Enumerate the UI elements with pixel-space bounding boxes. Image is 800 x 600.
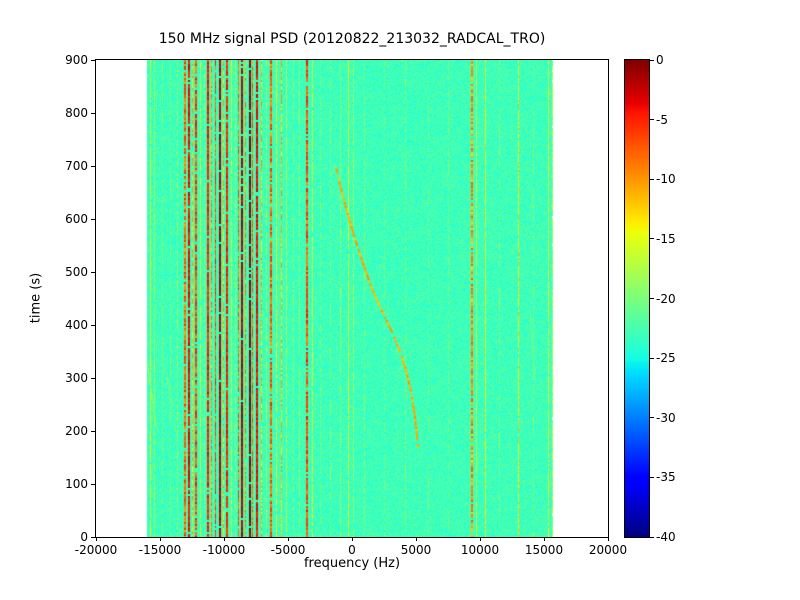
y-axis-label: time (s) — [28, 272, 44, 324]
x-tick-mark — [223, 537, 225, 541]
y-tick-label: 900 — [65, 53, 88, 67]
x-tick-mark — [415, 537, 417, 541]
y-tick-mark — [91, 536, 95, 538]
colorbar-tick-mark — [650, 119, 654, 121]
colorbar-tick-mark — [650, 357, 654, 359]
colorbar-tick-label: -40 — [656, 530, 676, 544]
colorbar-tick-mark — [650, 238, 654, 240]
colorbar-tick-label: -10 — [656, 172, 676, 187]
x-tick-label: 20000 — [588, 543, 628, 557]
y-tick-label: 0 — [80, 530, 88, 544]
y-tick-label: 300 — [65, 371, 88, 385]
plot-title: 150 MHz signal PSD (20120822_213032_RADC… — [158, 31, 546, 47]
y-tick-label: 600 — [65, 212, 88, 226]
x-tick-label: -20000 — [74, 543, 118, 557]
y-tick-mark — [91, 324, 95, 326]
y-tick-mark — [91, 271, 95, 273]
x-tick-label: 0 — [348, 543, 356, 557]
y-tick-label: 400 — [65, 318, 88, 332]
x-tick-mark — [607, 537, 609, 541]
y-tick-mark — [91, 112, 95, 114]
y-tick-mark — [91, 483, 95, 485]
y-tick-label: 700 — [65, 159, 88, 173]
colorbar-tick-mark — [650, 298, 654, 299]
colorbar-tick-mark — [650, 536, 654, 538]
y-tick-mark — [91, 165, 95, 167]
x-tick-label: 10000 — [460, 543, 500, 557]
x-tick-mark — [479, 537, 481, 541]
y-tick-label: 800 — [65, 106, 88, 120]
spectrogram-canvas — [96, 60, 608, 537]
colorbar-tick-mark — [650, 417, 654, 419]
colorbar-tick-mark — [650, 59, 654, 61]
y-tick-mark — [91, 59, 95, 61]
x-tick-mark — [95, 537, 97, 541]
colorbar-tick-mark — [650, 178, 654, 180]
x-tick-label: -15000 — [138, 543, 182, 557]
y-tick-mark — [91, 430, 95, 432]
y-tick-mark — [91, 377, 95, 379]
colorbar-tick-label: -35 — [656, 470, 676, 485]
x-tick-label: 5000 — [400, 543, 432, 557]
colorbar-tick-label: -20 — [656, 291, 676, 306]
x-tick-label: 15000 — [524, 543, 564, 557]
x-tick-mark — [287, 537, 289, 541]
y-tick-label: 100 — [65, 477, 88, 491]
y-tick-label: 500 — [65, 265, 88, 279]
x-tick-mark — [351, 537, 353, 541]
y-tick-mark — [91, 218, 95, 220]
x-tick-mark — [543, 537, 545, 541]
colorbar-tick-mark — [650, 476, 654, 478]
colorbar-tick-label: -30 — [656, 410, 676, 425]
x-tick-mark — [159, 537, 161, 541]
x-tick-label: -10000 — [202, 543, 246, 557]
colorbar-canvas — [625, 60, 649, 537]
x-axis-label: frequency (Hz) — [303, 556, 401, 571]
y-tick-label: 200 — [65, 424, 88, 438]
colorbar-tick-label: -5 — [656, 112, 668, 127]
colorbar-tick-label: -25 — [656, 351, 676, 366]
x-tick-label: -5000 — [270, 543, 306, 557]
colorbar-tick-label: -15 — [656, 231, 676, 246]
colorbar-tick-label: 0 — [656, 53, 664, 67]
